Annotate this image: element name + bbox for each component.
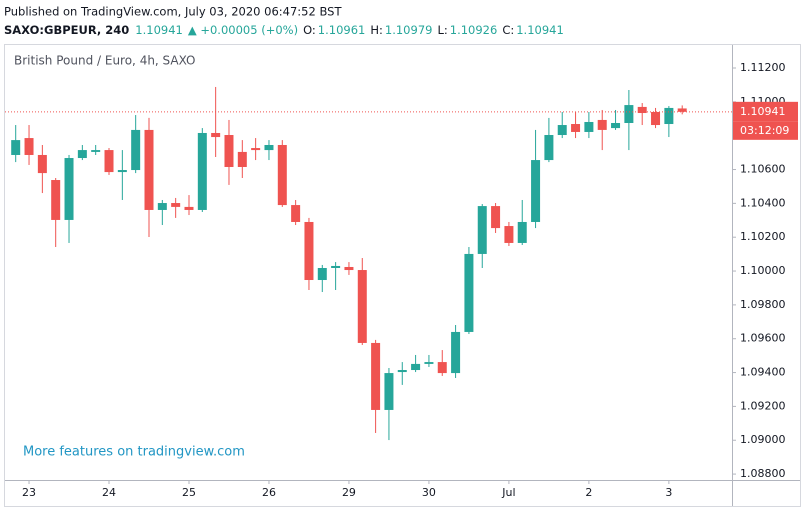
candle-body xyxy=(104,150,114,173)
candle-body xyxy=(411,363,421,371)
candle-body xyxy=(531,160,541,222)
candle-body xyxy=(517,221,527,243)
candle-body xyxy=(477,206,487,254)
ohlc-value: 1.10979 xyxy=(385,23,433,37)
y-tick-label: 1.11200 xyxy=(740,61,786,74)
candle-body xyxy=(291,205,301,222)
candle-body xyxy=(37,154,47,174)
candle-body xyxy=(584,121,594,132)
y-tick-label: 1.10200 xyxy=(740,230,786,243)
symbol-line: SAXO:GBPEUR, 240 1.10941 ▲ +0.00005 (+0%) O… xyxy=(4,23,564,37)
y-tick-label: 1.10400 xyxy=(740,196,786,209)
candle-body xyxy=(131,129,141,171)
candle-body xyxy=(171,203,181,207)
candle-body xyxy=(184,206,194,210)
ohlc-label: L: xyxy=(437,23,447,37)
candle-body xyxy=(11,140,21,155)
ohlc-value: 1.10961 xyxy=(318,23,366,37)
candle-body xyxy=(64,158,74,220)
candle-body xyxy=(264,144,274,151)
candle-body xyxy=(157,203,167,210)
candle-body xyxy=(611,122,621,129)
candle-body xyxy=(144,129,154,210)
candle-body xyxy=(677,108,687,112)
candle-body xyxy=(117,170,127,173)
y-tick-label: 1.10600 xyxy=(740,163,786,176)
x-tick-label: 24 xyxy=(102,486,116,499)
x-tick-label: Jul xyxy=(501,486,515,499)
countdown-box xyxy=(733,121,798,140)
candle-body xyxy=(357,270,367,343)
x-tick-label: 2 xyxy=(585,486,592,499)
symbol: SAXO:GBPEUR, 240 xyxy=(4,23,129,37)
candle-body xyxy=(344,266,354,271)
y-tick-label: 1.09400 xyxy=(740,366,786,379)
candle-body xyxy=(237,151,247,167)
annotation: More features on tradingview.com xyxy=(23,445,245,460)
x-tick-label: 30 xyxy=(422,486,436,499)
candle-body xyxy=(277,144,287,206)
y-tick-label: 1.09000 xyxy=(740,433,786,446)
candle-body xyxy=(331,265,341,268)
last-price-box xyxy=(733,101,798,122)
candle-body xyxy=(437,362,447,374)
candle-body xyxy=(571,124,581,132)
y-tick-label: 1.09600 xyxy=(740,332,786,345)
candle-body xyxy=(451,331,461,374)
candle-body xyxy=(624,105,634,123)
y-tick-label: 1.10000 xyxy=(740,264,786,277)
last-value: 1.10941 xyxy=(135,23,183,37)
y-tick-label: 1.09800 xyxy=(740,298,786,311)
candle-body xyxy=(211,132,221,138)
y-tick-label: 1.08800 xyxy=(740,467,786,480)
ohlc-label: O: xyxy=(303,23,316,37)
ohlc-value: 1.10926 xyxy=(450,23,498,37)
y-tick-label: 1.09200 xyxy=(740,399,786,412)
candle-body xyxy=(91,150,101,152)
x-tick-label: 25 xyxy=(182,486,196,499)
x-tick-label: 29 xyxy=(342,486,356,499)
x-tick-label: 3 xyxy=(665,486,672,499)
candle-body xyxy=(557,125,567,136)
x-tick-label: 23 xyxy=(22,486,36,499)
candle-body xyxy=(651,112,661,126)
ohlc-value: 1.10941 xyxy=(516,23,564,37)
candle-body xyxy=(371,342,381,410)
candle-body xyxy=(304,221,314,281)
candle-body xyxy=(77,150,87,159)
candle-body xyxy=(397,370,407,373)
published-line: Published on TradingView.com, July 03, 2… xyxy=(4,5,342,19)
countdown: 03:12:09 xyxy=(740,124,789,137)
candle-body xyxy=(424,362,434,364)
candle-body xyxy=(597,119,607,130)
x-tick-label: 26 xyxy=(262,486,276,499)
last-price-label: 1.10941 xyxy=(740,105,786,118)
ohlc-label: H: xyxy=(370,23,383,37)
candle-body xyxy=(51,180,61,220)
candle-body xyxy=(637,106,647,114)
candle-body xyxy=(491,206,501,229)
candle-body xyxy=(251,148,261,151)
change: ▲ +0.00005 (+0%) xyxy=(188,23,298,37)
candle-body xyxy=(464,253,474,332)
candle-body xyxy=(544,135,554,161)
candle-body xyxy=(317,267,327,281)
frame xyxy=(4,44,801,507)
candle-body xyxy=(197,132,207,210)
candle-body xyxy=(224,135,234,167)
candle-body xyxy=(24,138,34,155)
candle-body xyxy=(504,226,514,243)
candle-body xyxy=(384,373,394,410)
ohlc-label: C: xyxy=(502,23,514,37)
chart-title: British Pound / Euro, 4h, SAXO xyxy=(14,54,196,68)
candle-body xyxy=(664,107,674,125)
